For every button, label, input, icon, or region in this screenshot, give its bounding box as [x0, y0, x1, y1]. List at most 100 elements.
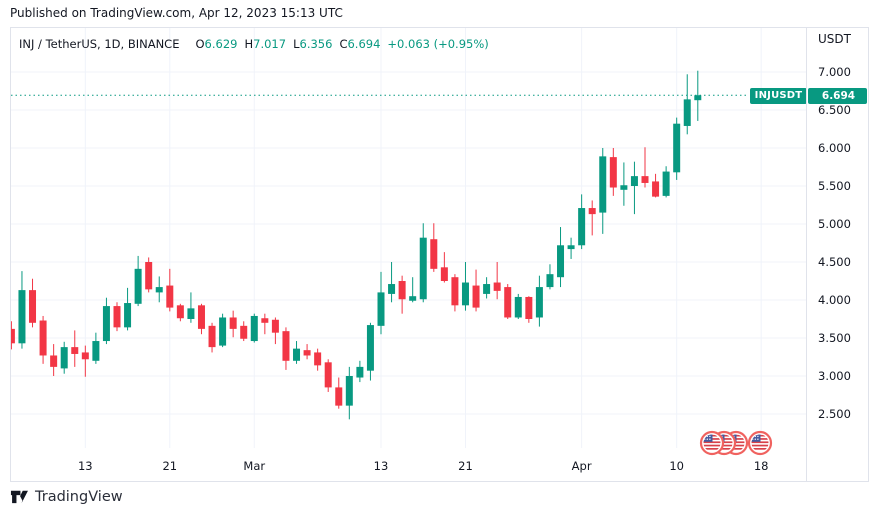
candle[interactable] [240, 321, 248, 342]
candle[interactable] [673, 117, 681, 180]
us-flag-icon[interactable] [747, 430, 773, 456]
candle-body [208, 325, 216, 348]
candle-body [578, 208, 586, 246]
candle[interactable] [271, 317, 279, 345]
candle[interactable] [493, 262, 501, 300]
candle[interactable] [472, 269, 480, 312]
candle-body [673, 123, 681, 173]
candle-body [535, 287, 543, 318]
candle[interactable] [134, 255, 142, 307]
tradingview-logo-icon[interactable] [10, 487, 29, 506]
candle[interactable] [176, 303, 184, 322]
candle[interactable] [250, 313, 258, 343]
candle[interactable] [113, 302, 121, 332]
candle[interactable] [514, 293, 522, 319]
candle[interactable] [609, 148, 617, 196]
candle[interactable] [419, 223, 427, 303]
change-value: +0.063 (+0.95%) [387, 37, 489, 51]
candle-body [451, 277, 459, 306]
candle[interactable] [557, 227, 565, 288]
candle[interactable] [303, 344, 311, 360]
candle[interactable] [504, 284, 512, 319]
candle[interactable] [578, 194, 586, 250]
candle[interactable] [588, 200, 596, 236]
candle[interactable] [430, 223, 438, 272]
price-axis-label: 4.000 [818, 293, 851, 307]
candle[interactable] [525, 296, 533, 323]
candle[interactable] [324, 359, 332, 392]
candle[interactable] [440, 252, 448, 283]
candle[interactable] [630, 161, 638, 215]
candle[interactable] [345, 366, 353, 420]
last-price-tag: 6.694 [808, 88, 867, 104]
candle[interactable] [145, 257, 153, 293]
candle[interactable] [599, 148, 607, 234]
candle[interactable] [388, 262, 396, 303]
candle[interactable] [29, 278, 37, 328]
candle-body [124, 303, 132, 328]
candle[interactable] [282, 327, 290, 370]
candle-body [557, 245, 565, 278]
brand-name[interactable]: TradingView [35, 488, 123, 505]
symbol-title: INJ / TetherUS, 1D, BINANCE [19, 37, 180, 51]
candle[interactable] [567, 237, 575, 259]
candle[interactable] [71, 330, 79, 367]
candle-body [694, 95, 702, 101]
candle[interactable] [18, 271, 26, 349]
candle[interactable] [229, 310, 237, 338]
candle[interactable] [335, 377, 343, 409]
candle[interactable] [39, 315, 47, 364]
candle[interactable] [155, 276, 163, 303]
candle[interactable] [683, 74, 691, 135]
candle-body [102, 306, 110, 342]
candle-body [282, 331, 290, 361]
candle-body [271, 319, 279, 333]
candle[interactable] [546, 264, 554, 290]
candle[interactable] [451, 274, 459, 312]
candle[interactable] [483, 277, 491, 299]
candle-body [662, 171, 670, 196]
candle[interactable] [356, 360, 364, 383]
candle[interactable] [219, 313, 227, 348]
candle[interactable] [187, 292, 195, 323]
candle-body [652, 181, 660, 197]
candle[interactable] [461, 262, 469, 311]
candle[interactable] [694, 70, 702, 121]
candle[interactable] [11, 321, 15, 350]
candle[interactable] [409, 277, 417, 303]
us-flag-icon[interactable] [699, 430, 725, 456]
candle-body [250, 315, 258, 342]
candle-body [588, 208, 596, 215]
candle[interactable] [197, 303, 205, 335]
candle[interactable] [620, 162, 628, 206]
candle-body [293, 348, 301, 361]
candle[interactable] [60, 341, 68, 374]
price-axis[interactable]: USDT 7.000 6.500 6.000 5.500 5.000 4.500 4.000… [806, 28, 868, 481]
candle[interactable] [377, 271, 385, 335]
candle[interactable] [641, 147, 649, 188]
economic-event-flags[interactable] [677, 429, 777, 457]
candle[interactable] [366, 322, 374, 381]
candle[interactable] [652, 173, 660, 198]
candle[interactable] [208, 322, 216, 353]
candle-body [166, 285, 174, 308]
candle[interactable] [293, 341, 301, 364]
candle[interactable] [314, 348, 322, 371]
candle[interactable] [92, 332, 100, 364]
candlestick-chart[interactable] [11, 28, 806, 481]
candle-body [388, 284, 396, 294]
candle[interactable] [166, 268, 174, 312]
candle[interactable] [81, 345, 89, 377]
candle[interactable] [662, 166, 670, 198]
candle-body [303, 350, 311, 356]
candle[interactable] [535, 275, 543, 327]
candle-body [50, 355, 58, 367]
candle[interactable] [102, 297, 110, 345]
candle[interactable] [261, 313, 269, 335]
candle[interactable] [50, 344, 58, 376]
candle-body [366, 325, 374, 371]
footer: TradingView [10, 487, 123, 506]
candle[interactable] [124, 287, 132, 331]
candle[interactable] [398, 275, 406, 314]
close-label: C [339, 37, 348, 51]
